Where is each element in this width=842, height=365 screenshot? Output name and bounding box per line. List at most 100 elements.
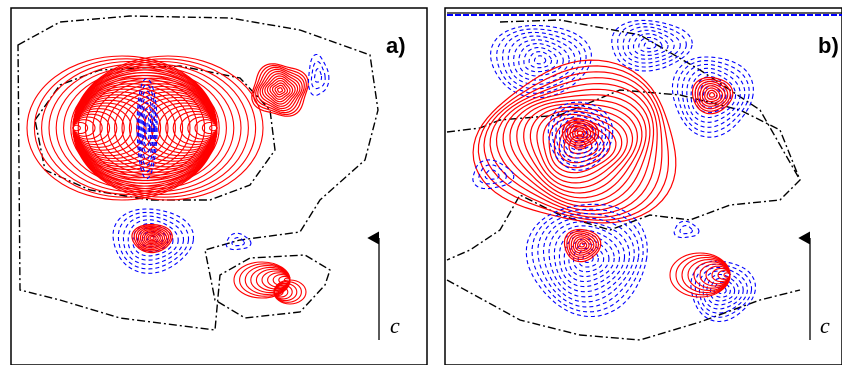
panel-a-c-axis-label: c xyxy=(390,313,400,338)
panel-b-red-atom-center-line xyxy=(564,120,597,146)
panel-b-red-atom-right-line xyxy=(694,78,731,112)
panel-b-blue-center-line xyxy=(551,104,610,167)
panel-b-blue-bottom-right xyxy=(690,260,757,323)
panel-b-blue-right-line xyxy=(690,71,737,119)
panel-a-blue-center xyxy=(136,78,158,180)
panel-a-blue-mid-cloud-line xyxy=(127,219,179,261)
panel-a-red-lobe-right-line xyxy=(72,55,264,201)
panel-b-blue-bottom-cloud-line xyxy=(572,242,605,273)
panel-b-contour-map xyxy=(446,12,842,341)
panel-a-zero-contour-outer xyxy=(17,15,379,331)
panel-b-red-atom-right-line xyxy=(708,92,716,98)
panel-b-blue-bottom-cloud-line xyxy=(548,221,631,298)
panel-a-red-atom-mid-line xyxy=(141,230,163,246)
panel-a-blue-mid-cloud-line xyxy=(112,208,195,274)
panel-b-red-large-line xyxy=(509,94,647,203)
panel-b-red-large-line xyxy=(483,71,663,219)
panel-a-blue-small-line xyxy=(231,237,245,247)
panel-a-zero-contour-inner xyxy=(34,65,276,201)
panel-b-blue-top-left-line xyxy=(496,28,587,94)
panel-a-red-atom-mid-line xyxy=(149,235,155,240)
panel-b-red-atom-bottom-line xyxy=(579,242,585,248)
panel-b-blue-top-left-line xyxy=(523,47,558,73)
panel-a-red-atom-mid-line xyxy=(131,224,173,254)
panel-a-red-atom-top-line xyxy=(264,75,296,105)
panel-a-frame xyxy=(10,7,428,365)
panel-b-label: b) xyxy=(818,33,839,58)
panel-a-red-atom-top-line xyxy=(276,87,284,93)
panel-b-blue-bottom-cloud-line xyxy=(537,213,640,308)
panel-a-red-atom-mid-line xyxy=(139,229,166,248)
panel-a-blue-mid-cloud-line xyxy=(122,215,185,266)
panel-b-blue-top-mid xyxy=(611,19,693,72)
panel-b-blue-top-mid-line xyxy=(627,29,675,60)
panel-b-blue-bottom-cloud-line xyxy=(553,225,626,293)
panel-b-blue-top-left-line xyxy=(513,39,570,81)
panel-a-red-atom-top-line xyxy=(271,82,289,98)
panel-a-red-atom-mid xyxy=(131,224,173,254)
panel-a-blue-small-line xyxy=(225,232,252,251)
panel-b-zero-contour-bottom xyxy=(446,279,801,341)
panel-a-contour-map xyxy=(17,15,379,331)
panel-a-blue-center-line xyxy=(142,108,152,148)
panel-a-red-lobe-right-line xyxy=(72,80,198,176)
panel-b-red-atom-bottom xyxy=(563,228,602,263)
panel-b-blue-left-small xyxy=(472,159,515,190)
panel-b-red-dipole-line xyxy=(699,263,731,287)
panel-b-red-atom-center-line xyxy=(566,122,594,144)
panel-a-red-lobe-left-line xyxy=(26,55,218,201)
panel-b-blue-bottom-right-line xyxy=(694,263,753,318)
panel-b-red-dipole-line xyxy=(669,252,731,298)
panel-a-blue-small xyxy=(225,232,252,251)
panel-b-blue-bottom-cloud-line xyxy=(542,217,635,303)
panel-b-red-atom-bottom-line xyxy=(574,238,590,252)
panel-a-red-dipole-2-line xyxy=(273,279,307,305)
panel-b-red-atom-bottom-line xyxy=(572,236,592,254)
panel-a-blue-center-line xyxy=(141,102,153,154)
panel-b-blue-left-small-line xyxy=(484,169,500,180)
panel-b-red-large-line xyxy=(502,88,651,208)
panel-a-red-lobe-right-line xyxy=(72,124,81,132)
panel-b-blue-center-line xyxy=(555,108,607,163)
panel-b-zero-contour-main xyxy=(446,89,801,261)
panel-b-blue-top-mid-line xyxy=(638,36,663,53)
panel-b-red-atom-right-line xyxy=(699,83,726,107)
panel-a-blue-center-line xyxy=(140,96,154,160)
panel-b-blue-top-left-line xyxy=(507,35,576,86)
panel-b-blue-left-small-line xyxy=(472,159,515,190)
panel-b-red-atom-right-line xyxy=(706,89,718,100)
panel-b-blue-bottom-cloud-line xyxy=(525,203,648,318)
panel-b-blue-small-right xyxy=(673,220,700,239)
panel-b-blue-right-line xyxy=(676,60,750,133)
panel-b-blue-top-left-line xyxy=(528,51,553,69)
panel-b-blue-left-small-line xyxy=(478,164,507,185)
panel-a-red-dipole-2 xyxy=(273,279,307,305)
panel-a-blue-top-right-line xyxy=(314,68,323,83)
panel-b-blue-right-line xyxy=(681,63,746,128)
panel-b-blue-bottom-cloud-line xyxy=(577,247,599,268)
panel-b-blue-top-left xyxy=(490,24,592,99)
panel-a-red-atom-mid-line xyxy=(147,234,157,242)
panel-b-red-atom-bottom-line xyxy=(563,228,602,263)
panel-a-blue-center-line xyxy=(136,78,158,180)
panel-b-red-atom-bottom-line xyxy=(566,230,599,260)
panel-a-blue-mid-cloud xyxy=(112,208,195,274)
panel-b-red-atom-bottom-line xyxy=(568,232,597,258)
panel-b-red-atom-center-line xyxy=(576,130,584,136)
panel-a-label: a) xyxy=(386,33,406,58)
panel-b-blue-bottom-right-line xyxy=(698,266,748,314)
panel-b-blue-right-line xyxy=(686,67,741,123)
panel-a-red-atom-top-line xyxy=(257,68,303,112)
panel-a-red-dipole xyxy=(233,261,291,299)
panel-b-red-large-line xyxy=(548,117,617,174)
panel-b-red-atom-bottom-line xyxy=(570,234,595,256)
panel-b-red-atom-right-line xyxy=(691,76,734,115)
panel-a-blue-top-right xyxy=(307,53,330,97)
panel-a-blue-mid-cloud-line xyxy=(117,211,190,270)
panel-a-red-atom-top-line xyxy=(259,70,301,110)
panel-b-red-atom-right-line xyxy=(697,80,729,110)
panel-b-blue-top-mid-line xyxy=(632,33,669,57)
panel-b-red-dipole xyxy=(669,252,731,298)
panel-a-red-atom-mid-line xyxy=(137,227,168,249)
